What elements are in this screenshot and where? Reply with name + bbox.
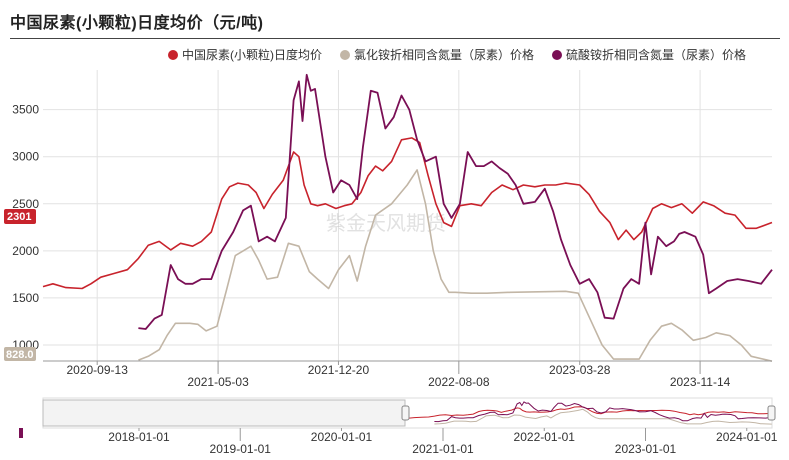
- y-tick-label: 3500: [12, 103, 39, 117]
- y-tick-label: 3000: [12, 150, 39, 164]
- handle-left-grip: [401, 405, 410, 421]
- y-tick-label: 2000: [12, 244, 39, 258]
- navigator-ticks: 2018-01-01 2019-01-01 2020-01-01 2021-01-01…: [108, 428, 778, 456]
- navigator-left-handle[interactable]: [401, 405, 410, 421]
- x-axis-ticks: 2020-09-13 2021-05-03 2021-12-20 2022-08-08…: [66, 361, 731, 389]
- navigator-unselected-area: [42, 399, 406, 427]
- watermark-text: 紫金天风期货: [326, 212, 446, 235]
- series-line-urea: [42, 137, 773, 290]
- grid-lines: [43, 70, 772, 361]
- chart-title: 中国尿素(小颗粒)日度均价（元/吨): [10, 15, 264, 32]
- navigator-scroll-button[interactable]: [19, 428, 23, 438]
- x-tick-label: 2023-03-28: [549, 363, 611, 377]
- x-tick-label: 2020-09-13: [66, 363, 128, 377]
- navigator-tick-label: 2022-01-01: [514, 430, 576, 444]
- handle-right-grip: [767, 405, 776, 421]
- navigator-tick-label: 2020-01-01: [311, 430, 373, 444]
- y-tick-label: 2500: [12, 197, 39, 211]
- navigator-tick-label: 2019-01-01: [210, 442, 272, 456]
- badge-bg-ammonium-chloride: [4, 347, 36, 361]
- title-divider: [10, 38, 780, 39]
- legend-marker-ammonium-chloride: [340, 50, 350, 60]
- last-value-badge-urea: 2301: [4, 209, 36, 224]
- legend-marker-ammonium-sulfate: [552, 50, 562, 60]
- legend-item-ammonium-chloride[interactable]: 氯化铵折相同含氮量（尿素）价格: [340, 47, 534, 62]
- legend-item-ammonium-sulfate[interactable]: 硫酸铵折相同含氮量（尿素）价格: [552, 47, 746, 62]
- navigator[interactable]: 2018-01-01 2019-01-01 2020-01-01 2021-01-01…: [19, 397, 778, 456]
- navigator-right-handle[interactable]: [767, 405, 776, 421]
- navigator-line-ammonium-sulfate: [434, 401, 772, 423]
- legend-item-urea[interactable]: 中国尿素(小颗粒)日度均价: [168, 47, 322, 62]
- x-tick-label: 2022-08-08: [428, 375, 490, 389]
- x-tick-label: 2021-12-20: [308, 363, 370, 377]
- last-value-badge-ammonium-chloride: 828.0: [4, 347, 36, 361]
- y-tick-label: 1500: [12, 291, 39, 305]
- legend-label-urea: 中国尿素(小颗粒)日度均价: [182, 47, 322, 62]
- navigator-tick-label: 2023-01-01: [615, 442, 677, 456]
- badge-bg-urea: [4, 209, 36, 224]
- legend-marker-urea: [168, 50, 178, 60]
- legend-label-ammonium-sulfate: 硫酸铵折相同含氮量（尿素）价格: [566, 47, 746, 62]
- series-layer: [42, 73, 773, 362]
- navigator-tick-label: 2024-01-01: [716, 430, 778, 444]
- navigator-line-ammonium-chloride: [434, 408, 772, 425]
- badge-text-ammonium-chloride: 828.0: [6, 349, 34, 361]
- series-line-ammonium-sulfate: [138, 73, 773, 330]
- x-tick-label: 2023-11-14: [670, 375, 731, 389]
- x-tick-label: 2021-05-03: [187, 375, 249, 389]
- legend-label-ammonium-chloride: 氯化铵折相同含氮量（尿素）价格: [354, 47, 534, 62]
- badge-text-urea: 2301: [7, 211, 31, 223]
- navigator-tick-label: 2021-01-01: [412, 442, 474, 456]
- navigator-line-urea: [383, 406, 772, 420]
- legend: 中国尿素(小颗粒)日度均价 氯化铵折相同含氮量（尿素）价格 硫酸铵折相同含氮量（…: [168, 47, 746, 62]
- navigator-tick-label: 2018-01-01: [108, 430, 170, 444]
- series-line-ammonium-chloride: [138, 169, 773, 362]
